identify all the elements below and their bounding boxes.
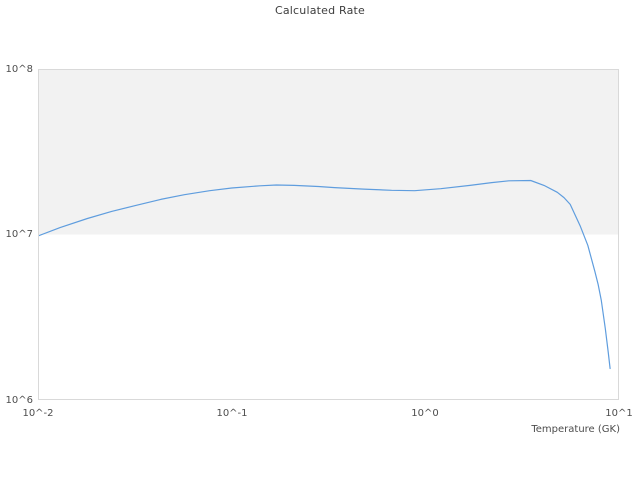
x-tick-label: 10^-1 (216, 408, 248, 419)
x-axis-title: Temperature (GK) (531, 424, 620, 435)
rate-line (37, 179, 611, 370)
plot-canvas (37, 69, 619, 400)
x-tick-label: 10^0 (411, 408, 439, 419)
y-tick-label: 10^6 (5, 395, 33, 406)
y-tick-label: 10^7 (5, 229, 33, 240)
grid-band (38, 69, 619, 235)
x-tick-label: 10^-2 (22, 408, 54, 419)
y-tick-label: 10^8 (5, 64, 33, 75)
chart-title: Calculated Rate (274, 4, 366, 17)
plot-border (38, 69, 619, 400)
plot-area (37, 69, 619, 400)
x-tick-label: 10^1 (605, 408, 633, 419)
